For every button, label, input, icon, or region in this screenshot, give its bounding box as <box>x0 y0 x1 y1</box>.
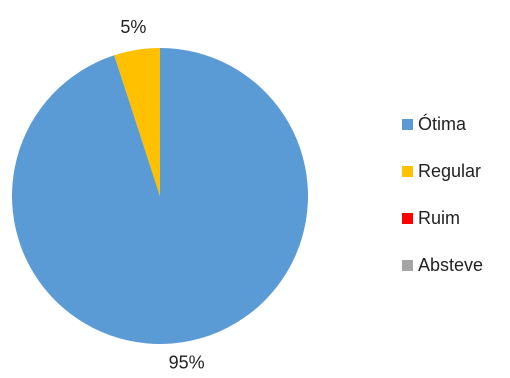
legend-item-ruim: Ruim <box>402 206 510 230</box>
legend-swatch-regular <box>402 165 413 177</box>
legend-swatch-absteve <box>402 259 413 271</box>
legend-label-ruim: Ruim <box>418 208 461 228</box>
pie-slice-otima <box>12 48 308 345</box>
chart-legend: Ótima Regular Ruim Absteve <box>402 112 510 300</box>
data-label-regular: 5% <box>120 17 146 37</box>
legend-swatch-ruim <box>402 212 413 224</box>
legend-swatch-otima <box>402 118 413 130</box>
pie-data-labels: 95% 5% <box>120 17 204 373</box>
pie-slices <box>12 48 308 345</box>
legend-item-absteve: Absteve <box>402 253 510 277</box>
legend-label-regular: Regular <box>418 161 482 181</box>
legend-item-otima: Ótima <box>402 112 510 136</box>
legend-label-otima: Ótima <box>418 114 467 134</box>
legend-label-absteve: Absteve <box>418 255 484 275</box>
data-label-otima: 95% <box>169 353 205 373</box>
pie-slice-regular <box>114 48 160 196</box>
legend-item-regular: Regular <box>402 159 510 183</box>
